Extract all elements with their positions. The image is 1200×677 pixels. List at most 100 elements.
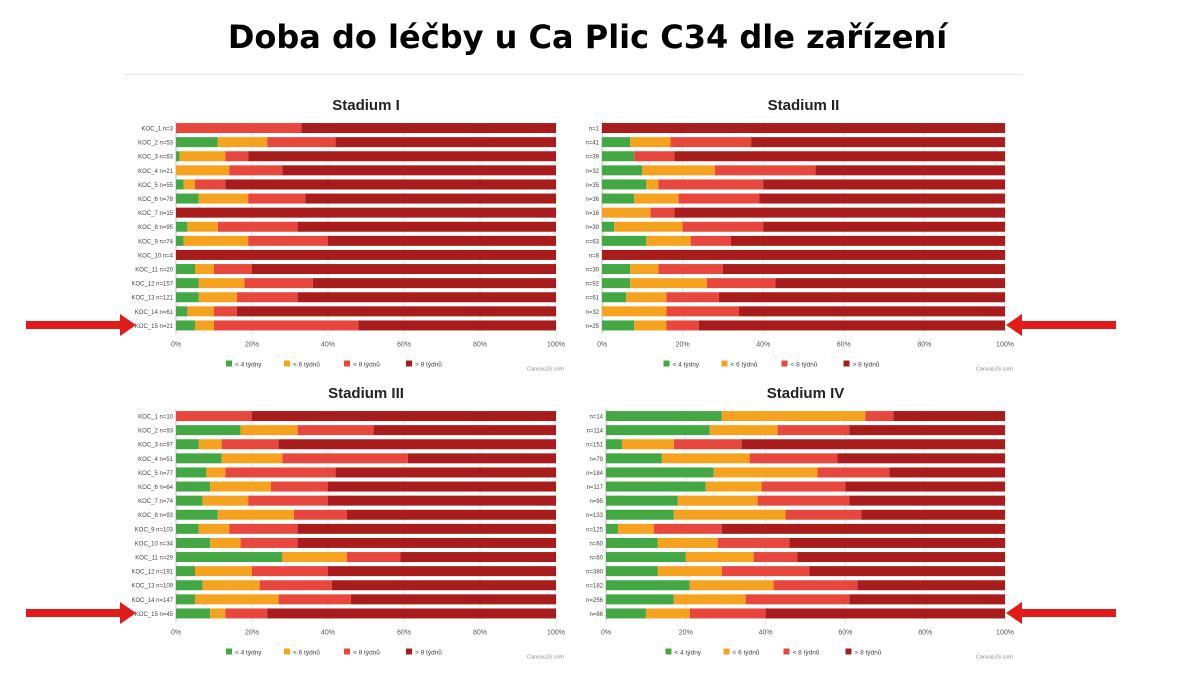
bar-segment: [797, 552, 1005, 563]
category-label: KOC_4 n=51: [138, 457, 174, 463]
bar-segment: [179, 151, 226, 162]
bar-segment: [602, 179, 647, 190]
bar-segment: [617, 523, 654, 534]
bar-segment: [761, 481, 846, 492]
bar-segment: [606, 481, 706, 492]
bar-segment: [347, 509, 556, 520]
category-label: KOC_3 n=63: [138, 155, 174, 161]
category-label: n=114: [587, 429, 604, 435]
category-label: n=32: [585, 310, 599, 316]
category-label: n=133: [586, 513, 604, 519]
category-label: n=32: [585, 169, 599, 175]
chart-svg: Stadium III 0% 20% 40% 60% 80% 100% KOC_1 n=10 K…: [131, 385, 564, 661]
bar-segment: [713, 467, 818, 478]
bar-segment: [202, 580, 260, 591]
legend-swatch: [344, 648, 350, 655]
category-label: KOC_12 n=191: [131, 570, 173, 576]
bar-segment: [606, 453, 662, 464]
bar-segment: [225, 467, 336, 478]
x-tick-label: 40%: [321, 630, 335, 637]
bar-segment: [658, 179, 764, 190]
category-label: n=35: [585, 183, 599, 189]
bar-segment: [845, 481, 1005, 492]
bar-segment: [685, 552, 754, 563]
chart-title: Stadium III: [328, 385, 404, 402]
x-tick-label: 0%: [171, 342, 181, 349]
category-label: KOC_1 n=3: [141, 126, 173, 132]
category-label: n=184: [586, 471, 604, 477]
bar-segment: [278, 439, 556, 450]
legend-label: < 8 týdnů: [353, 361, 380, 369]
bar-segment: [176, 594, 195, 605]
bar-segment: [252, 264, 556, 275]
bar-segment: [773, 580, 858, 591]
bar-segment: [757, 495, 850, 506]
bar-segment: [689, 580, 774, 591]
chart-credit: CanvasJS.com: [976, 367, 1013, 373]
bar-segment: [721, 523, 1005, 534]
bar-segment: [705, 481, 762, 492]
bar-segment: [606, 537, 658, 548]
bar-segment: [849, 425, 1005, 436]
bar-segment: [176, 193, 199, 204]
bar-segment: [646, 235, 691, 246]
bar-segment: [176, 566, 195, 577]
legend-swatch: [663, 360, 670, 367]
category-label: n=151: [586, 443, 604, 449]
category-label: KOC_13 n=109: [131, 584, 173, 590]
bar-segment: [606, 411, 722, 422]
bar-segment: [763, 179, 1005, 190]
bar-segment: [176, 165, 230, 176]
legend-label: > 8 týdnů: [415, 649, 442, 657]
category-label: n=92: [585, 282, 599, 288]
bar-segment: [328, 566, 556, 577]
bar-segment: [176, 580, 203, 591]
bar-segment: [714, 165, 816, 176]
legend-swatch: [226, 648, 232, 655]
legend-label: < 8 týdnů: [353, 649, 380, 657]
bar-segment: [282, 165, 556, 176]
category-label: n=79: [589, 457, 603, 463]
category-label: n=41: [585, 141, 599, 147]
bar-segment: [775, 278, 1005, 289]
bar-segment: [751, 137, 1005, 148]
bar-segment: [187, 306, 214, 317]
bar-segment: [889, 467, 1005, 478]
bar-segment: [606, 439, 622, 450]
legend-swatch: [226, 360, 232, 367]
bar-segment: [670, 137, 752, 148]
bar-segment: [606, 552, 686, 563]
bar-segment: [753, 552, 798, 563]
category-label: KOC_6 n=64: [138, 485, 174, 491]
bar-segment: [282, 552, 347, 563]
bar-segment: [198, 439, 222, 450]
title-divider: [124, 74, 1022, 75]
bar-segment: [666, 292, 719, 303]
bar-segment: [674, 151, 1005, 162]
legend-label: < 4 týdny: [235, 650, 262, 657]
category-label: KOC_1 n=10: [138, 414, 174, 420]
bar-segment: [176, 264, 195, 275]
chart-credit: CanvasJS.com: [527, 367, 564, 373]
category-label: KOC_12 n=157: [131, 282, 173, 288]
bar-segment: [630, 137, 671, 148]
category-label: KOC_13 n=121: [131, 296, 173, 302]
bar-segment: [176, 453, 222, 464]
chart-credit: CanvasJS.com: [976, 655, 1013, 661]
category-label: KOC_10 n=34: [135, 541, 174, 547]
legend-label: < 6 týdnů: [733, 649, 760, 657]
highlight-arrow-icon: [1006, 602, 1116, 625]
bar-segment: [606, 594, 674, 605]
bar-segment: [328, 495, 556, 506]
category-label: KOC_14 n=61: [135, 310, 174, 316]
bar-segment: [689, 608, 766, 619]
bar-segment: [602, 151, 635, 162]
category-label: n=63: [585, 239, 599, 245]
category-label: KOC_14 n=147: [131, 598, 173, 604]
bar-segment: [335, 467, 556, 478]
legend-label: < 8 týdnů: [793, 649, 820, 657]
bar-segment: [210, 481, 271, 492]
bar-segment: [195, 264, 214, 275]
bar-segment: [674, 207, 1005, 218]
bar-segment: [301, 123, 556, 134]
